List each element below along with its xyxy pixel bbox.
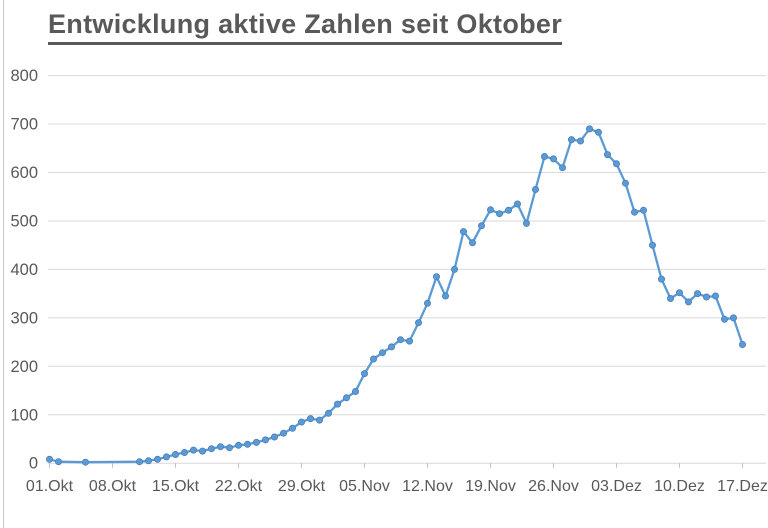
- x-axis-ticks: [49, 463, 743, 468]
- svg-text:01.Okt: 01.Okt: [26, 478, 74, 495]
- svg-text:22.Okt: 22.Okt: [215, 478, 263, 495]
- svg-text:05.Nov: 05.Nov: [339, 478, 390, 495]
- svg-text:12.Nov: 12.Nov: [402, 478, 453, 495]
- svg-text:03.Dez: 03.Dez: [591, 478, 642, 495]
- svg-text:29.Okt: 29.Okt: [278, 478, 326, 495]
- svg-text:300: 300: [10, 309, 38, 327]
- chart-title-text: Entwicklung aktive Zahlen seit Oktober: [48, 9, 563, 45]
- data-point-markers: [46, 125, 747, 466]
- svg-text:700: 700: [10, 116, 38, 134]
- svg-text:0: 0: [29, 455, 38, 473]
- svg-text:200: 200: [10, 358, 38, 376]
- svg-text:08.Okt: 08.Okt: [89, 478, 137, 495]
- svg-text:19.Nov: 19.Nov: [465, 478, 516, 495]
- data-series-line: [48, 127, 744, 464]
- svg-text:100: 100: [10, 406, 38, 424]
- svg-text:15.Okt: 15.Okt: [152, 478, 200, 495]
- svg-text:500: 500: [10, 212, 38, 230]
- svg-text:800: 800: [10, 67, 38, 85]
- svg-text:10.Dez: 10.Dez: [654, 478, 705, 495]
- decorative-left-rule: [3, 0, 4, 528]
- svg-text:400: 400: [10, 261, 38, 279]
- svg-text:26.Nov: 26.Nov: [528, 478, 579, 495]
- svg-text:17.Dez: 17.Dez: [717, 478, 768, 495]
- x-axis-labels: 01.Okt 08.Okt 15.Okt 22.Okt 29.Okt 05.Nov 12.N…: [26, 478, 768, 495]
- y-axis-labels: 0 100 200 300 400 500 600 700 800: [10, 67, 38, 473]
- svg-text:600: 600: [10, 164, 38, 182]
- chart-title: Entwicklung aktive Zahlen seit Oktober: [48, 9, 563, 45]
- gridlines: [48, 75, 766, 464]
